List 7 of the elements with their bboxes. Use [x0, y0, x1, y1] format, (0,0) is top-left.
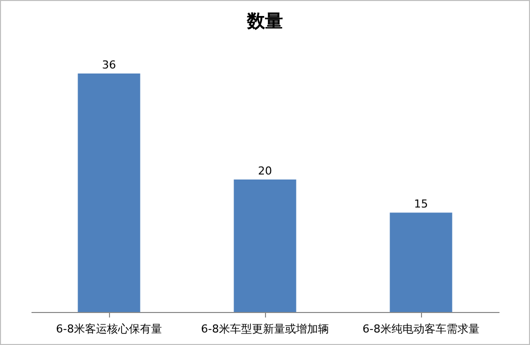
- data-label: 15: [414, 198, 428, 211]
- x-tick-label: 6-8米纯电动客车需求量: [362, 322, 480, 336]
- x-tick-label: 6-8米车型更新量或增加辆: [201, 322, 329, 336]
- chart-title: 数量: [246, 11, 283, 32]
- data-label: 36: [102, 58, 116, 72]
- data-label: 20: [258, 164, 272, 178]
- x-tick-label: 6-8米客运核心保有量: [56, 322, 162, 336]
